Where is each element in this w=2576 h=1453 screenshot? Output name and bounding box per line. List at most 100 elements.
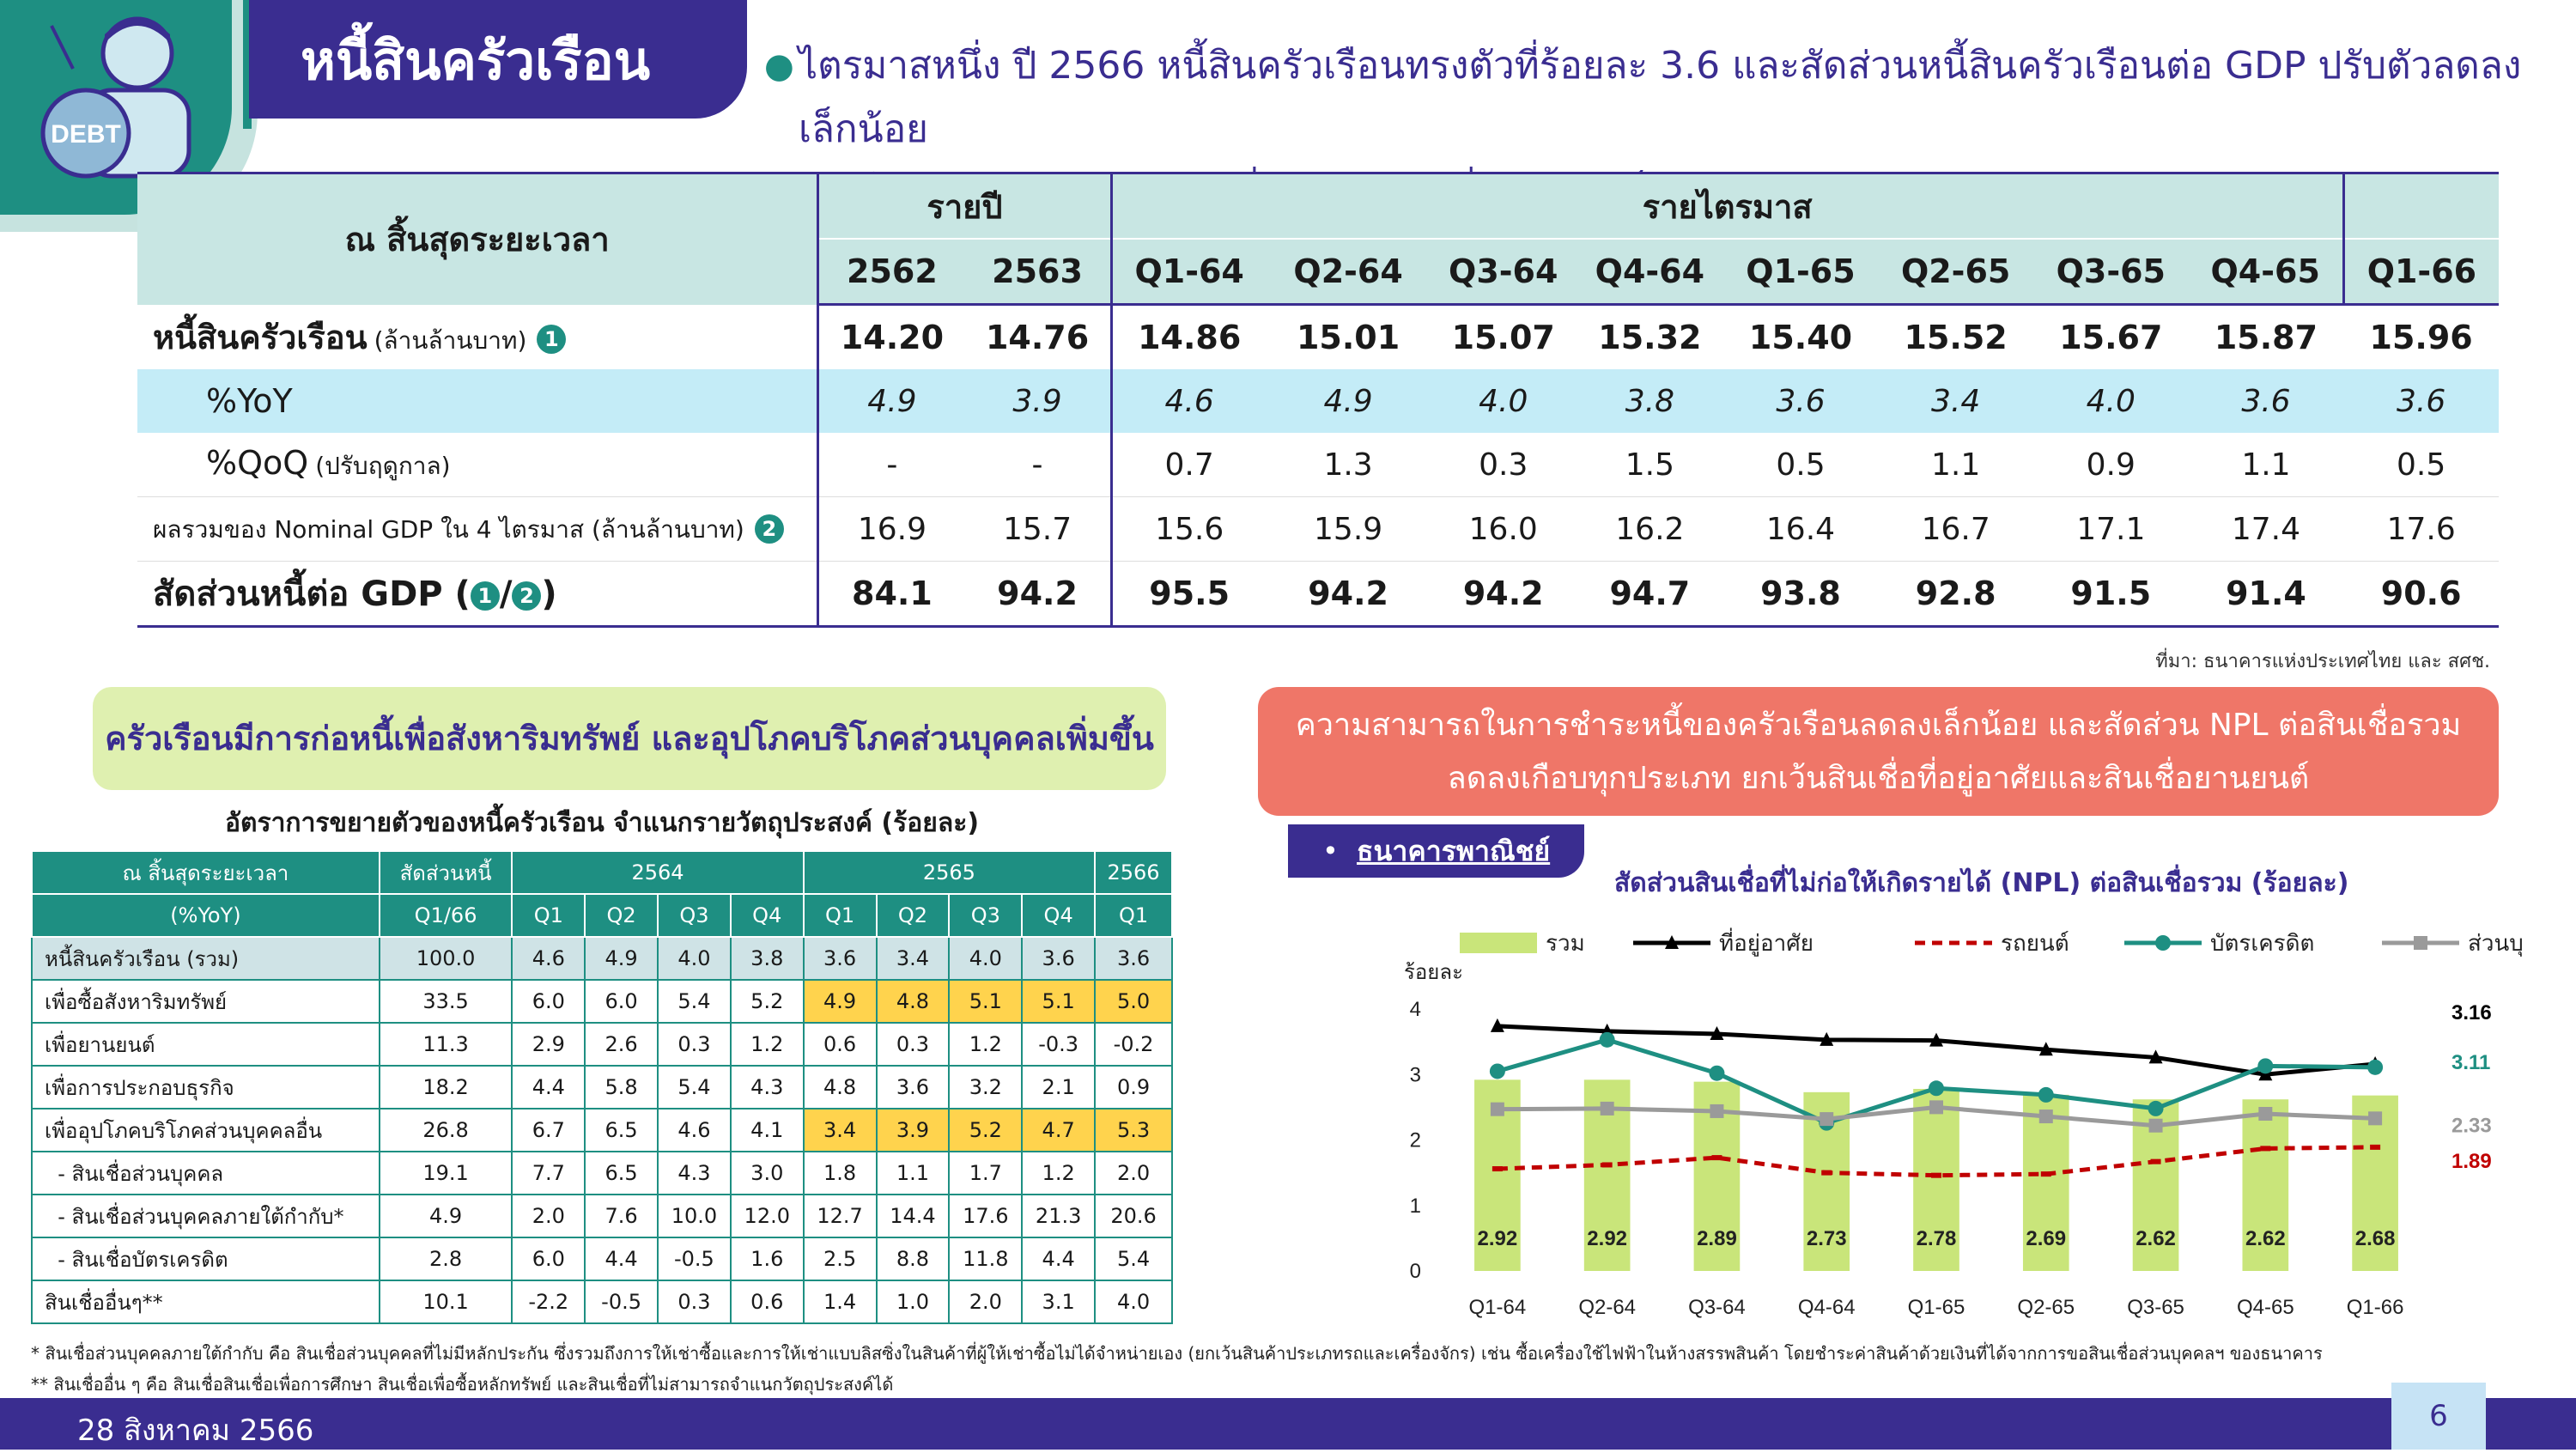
bank-bullet: •: [1322, 835, 1339, 867]
footer-bar: 28 สิงหาคม 2566: [0, 1398, 2576, 1450]
series-point: [2258, 1107, 2273, 1121]
table-row: เพื่อยานยนต์ 11.3 2.9 2.6 0.3 1.2 0.6 0.3 1.2 -0.…: [31, 1022, 1173, 1067]
table-cell: 1.7: [948, 1151, 1024, 1195]
table-cell: 15.52: [1904, 319, 2008, 356]
title-accent: [243, 0, 252, 129]
marker-2-icon: 2: [754, 514, 784, 544]
table-cell: 3.6: [802, 936, 878, 981]
table-cell: 21.3: [1021, 1194, 1097, 1238]
y-axis-label: ร้อยละ: [1404, 961, 1463, 984]
table-row: หนี้สินครัวเรือน (ล้านล้านบาท) 1 14.20 14.76…: [137, 304, 2499, 370]
table-cell: 2.6: [584, 1022, 659, 1067]
table-cell: 15.87: [2214, 319, 2318, 356]
share-cell: 4.9: [378, 1194, 513, 1238]
table-cell: 4.6: [511, 936, 586, 981]
series-point: [1929, 1080, 1944, 1097]
table-cell: 1.2: [1021, 1151, 1097, 1195]
table-cell: 2.0: [948, 1280, 1024, 1324]
table-cell: 4.1: [729, 1108, 805, 1152]
table-cell: 3.9: [875, 1108, 951, 1152]
npl-chart: ร้อยละ 0 1 2 3 4 รวม ที่อยู่อาศัย รถยนต์ บัตรเครด…: [1404, 927, 2524, 1319]
year-2565: 2565: [802, 850, 1097, 895]
row-label: หนี้สินครัวเรือน (รวม): [31, 936, 380, 981]
table-cell: 3.0: [729, 1151, 805, 1195]
y-tick-label: 1: [1410, 1195, 1421, 1218]
purpose-col-subheader: (%YoY): [31, 893, 380, 938]
column-header-Q3-64: Q3-64: [1430, 239, 1577, 306]
table-cell: 5.8: [584, 1065, 659, 1110]
series-point: [1710, 1103, 1724, 1118]
legend-label: ที่อยู่อาศัย: [1719, 927, 1814, 957]
table-cell: 0.3: [657, 1022, 732, 1067]
table-cell: 0.3: [657, 1280, 732, 1324]
table-cell: 4.9: [1266, 369, 1431, 433]
table-cell: 15.7: [964, 496, 1112, 562]
table-cell: 15.07: [1451, 319, 1555, 356]
table-cell: 90.6: [2343, 561, 2499, 628]
bar-label: 2.62: [2136, 1227, 2176, 1250]
row-label: เพื่ออุปโภคบริโภคส่วนบุคคลอื่น: [31, 1108, 380, 1152]
legend-marker: [2414, 936, 2427, 950]
row-label: - สินเชื่อส่วนบุคคล: [31, 1151, 380, 1195]
table-cell: 16.9: [817, 496, 965, 562]
bar-label: 2.62: [2245, 1227, 2286, 1250]
table-cell: 5.3: [1094, 1108, 1173, 1152]
end-label: 3.16: [2451, 1001, 2492, 1024]
table-cell: 15.40: [1748, 319, 1853, 356]
table-cell: 3.6: [1094, 936, 1173, 981]
series-point: [2040, 1171, 2051, 1177]
series-point: [1489, 1063, 1505, 1079]
table-cell: 5.2: [948, 1108, 1024, 1152]
right-banner-line-1: ความสามารถในการชำระหนี้ของครัวเรือนลดลงเ…: [1295, 708, 2462, 743]
table-cell: -0.5: [657, 1237, 732, 1281]
table-cell: 1.1: [2188, 433, 2344, 497]
footnote-1: * สินเชื่อส่วนบุคคลภายใต้กำกับ คือ สินเช…: [31, 1343, 2323, 1364]
table-cell: 10.0: [657, 1194, 732, 1238]
table-cell: 3.8: [1577, 369, 1723, 433]
x-tick-label: Q2-65: [2017, 1296, 2075, 1319]
table-cell: 8.8: [875, 1237, 951, 1281]
row-label-text: %YoY: [206, 382, 293, 420]
share-cell: 11.3: [378, 1022, 513, 1067]
purpose-table-title: อัตราการขยายตัวของหนี้ครัวเรือน จำแนกราย…: [224, 808, 980, 838]
table-cell: -0.5: [584, 1280, 659, 1324]
row-label-slash: /: [499, 575, 513, 614]
table-cell: 0.5: [2343, 433, 2499, 497]
x-tick-label: Q2-64: [1578, 1296, 1636, 1319]
group-quarterly: รายไตรมาส: [1109, 172, 2344, 240]
marker-1-icon: 1: [470, 581, 500, 611]
share-cell: 100.0: [378, 936, 513, 981]
row-label: หนี้สินครัวเรือน (ล้านล้านบาท) 1: [137, 305, 818, 370]
x-tick-label: Q1-66: [2347, 1296, 2404, 1319]
row-label: เพื่อการประกอบธุรกิจ: [31, 1065, 380, 1110]
table-cell: 84.1: [817, 561, 965, 628]
column-header-Q4-64: Q4-64: [1577, 239, 1723, 306]
share-cell: 18.2: [378, 1065, 513, 1110]
row-label: เพื่อซื้อสังหาริมทรัพย์: [31, 979, 380, 1024]
series-point: [2370, 1144, 2381, 1150]
table-cell: 4.0: [1094, 1280, 1173, 1324]
series-point: [1929, 1100, 1943, 1115]
x-tick-label: Q4-65: [2237, 1296, 2294, 1319]
table-cell: 3.1: [1021, 1280, 1097, 1324]
table-cell: -2.2: [511, 1280, 586, 1324]
table-cell: 2.0: [511, 1194, 586, 1238]
table-cell: 2.0: [1094, 1151, 1173, 1195]
column-header-2562: 2562: [817, 239, 965, 306]
column-header-row: 2562 2563 Q1-64 Q2-64 Q3-64 Q4-64 Q1-65 Q2-65 Q3…: [137, 239, 2499, 306]
table-cell: 4.0: [948, 936, 1024, 981]
bar: [2022, 1094, 2069, 1271]
table-cell: 12.0: [729, 1194, 805, 1238]
table-cell: 15.67: [2059, 319, 2163, 356]
column-header-Q3-65: Q3-65: [2032, 239, 2189, 306]
series-point: [2038, 1042, 2053, 1056]
table-cell: 4.0: [1430, 369, 1577, 433]
table-cell: 17.4: [2188, 496, 2344, 562]
purpose-col-header: ณ สิ้นสุดระยะเวลา: [31, 850, 380, 895]
table-cell: 5.4: [657, 979, 732, 1024]
series-point: [1820, 1031, 1834, 1046]
y-tick-label: 4: [1410, 998, 1421, 1021]
table-cell: 3.9: [964, 369, 1112, 433]
bar-label: 2.78: [1917, 1227, 1957, 1250]
series-point: [1600, 1101, 1614, 1116]
